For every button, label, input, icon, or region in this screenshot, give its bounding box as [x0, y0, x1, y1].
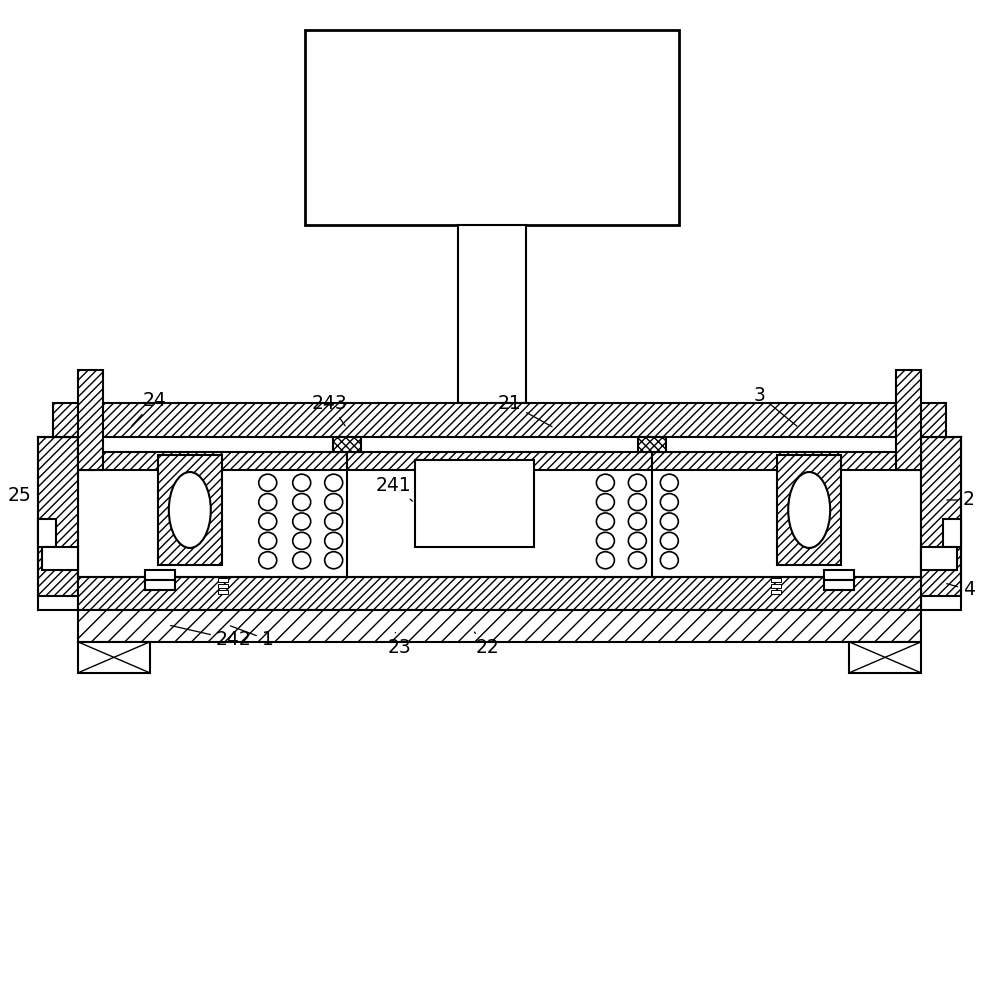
Bar — [42, 547, 78, 570]
Bar — [849, 642, 921, 673]
Text: 241: 241 — [376, 476, 413, 501]
Bar — [78, 462, 921, 610]
Text: 21: 21 — [498, 394, 552, 427]
Bar — [38, 437, 78, 596]
Ellipse shape — [169, 472, 211, 548]
Bar — [458, 225, 526, 403]
Bar — [78, 370, 103, 470]
Bar — [771, 584, 781, 588]
Bar — [415, 460, 534, 547]
Bar — [921, 547, 957, 570]
Text: 242: 242 — [171, 625, 252, 649]
Bar — [145, 570, 175, 580]
Bar — [53, 403, 946, 437]
Text: 243: 243 — [312, 394, 348, 426]
Bar — [78, 610, 921, 642]
Bar — [771, 578, 781, 582]
Bar — [145, 580, 175, 590]
Bar — [921, 437, 961, 596]
Bar — [824, 580, 854, 590]
Text: 25: 25 — [8, 486, 38, 505]
Bar — [78, 577, 921, 610]
Bar — [824, 570, 854, 580]
Bar — [158, 455, 222, 565]
Text: 1: 1 — [231, 626, 274, 649]
Bar — [218, 590, 228, 594]
Text: 3: 3 — [753, 386, 797, 426]
Text: 24: 24 — [132, 391, 167, 426]
Bar — [78, 642, 150, 673]
Bar — [218, 584, 228, 588]
Text: 22: 22 — [475, 632, 500, 657]
Bar — [305, 30, 679, 225]
Bar — [38, 519, 56, 547]
Text: 4: 4 — [947, 580, 975, 599]
Bar — [771, 590, 781, 594]
Bar — [943, 519, 961, 547]
Text: 2: 2 — [947, 490, 975, 509]
Bar — [896, 370, 921, 470]
Text: 23: 23 — [388, 633, 412, 657]
Bar — [78, 452, 921, 470]
Bar — [777, 455, 841, 565]
Ellipse shape — [788, 472, 830, 548]
Bar — [638, 437, 666, 452]
Bar — [218, 578, 228, 582]
Bar — [333, 437, 361, 452]
